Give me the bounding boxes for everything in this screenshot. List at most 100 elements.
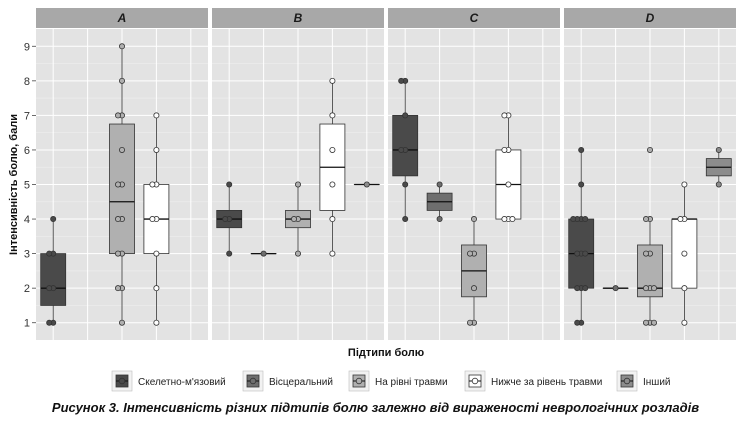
data-point	[119, 43, 126, 50]
legend-item-3: Нижче за рівень травми	[464, 370, 602, 392]
y-tick-label: 6	[24, 145, 30, 157]
box-B-4	[353, 181, 380, 188]
data-point	[153, 146, 160, 153]
box-B-2	[285, 181, 311, 257]
data-point	[715, 181, 722, 188]
data-point	[681, 285, 688, 292]
data-point	[582, 216, 589, 223]
data-point	[466, 319, 473, 326]
data-point	[153, 250, 160, 257]
data-point	[149, 216, 156, 223]
data-point	[570, 216, 577, 223]
data-point	[402, 112, 409, 119]
data-point	[149, 181, 156, 188]
data-point	[643, 216, 650, 223]
legend-item-0: Скелетно-м'язовий	[111, 370, 226, 392]
data-point	[153, 319, 160, 326]
legend-key-point	[355, 377, 363, 385]
y-tick-label: 5	[24, 180, 30, 192]
data-point	[681, 250, 688, 257]
data-point	[578, 146, 585, 153]
data-point	[222, 216, 229, 223]
box-D-0	[568, 146, 595, 326]
data-point	[119, 146, 126, 153]
y-tick-label: 7	[24, 110, 30, 122]
data-point	[677, 216, 684, 223]
data-point	[574, 319, 581, 326]
data-point	[681, 181, 688, 188]
figure-caption: Рисунок 3. Інтенсивність різних підтипів…	[51, 400, 700, 415]
data-point	[470, 285, 477, 292]
data-point	[115, 112, 122, 119]
box-body	[109, 123, 135, 255]
data-point	[329, 77, 336, 84]
data-point	[470, 216, 477, 223]
facet-label: D	[646, 11, 655, 25]
data-point	[226, 250, 233, 257]
data-point	[612, 285, 619, 292]
data-point	[578, 181, 585, 188]
data-point	[402, 216, 409, 223]
y-tick-label: 1	[24, 318, 30, 330]
facet-strip	[388, 8, 560, 28]
legend-label: Вісцеральний	[269, 377, 333, 388]
legend-key-point	[118, 377, 126, 385]
y-axis-title: Інтенсивність болю, бали	[8, 114, 20, 255]
box-B-3	[319, 77, 346, 257]
y-tick-label: 4	[24, 214, 30, 226]
data-point	[715, 146, 722, 153]
box-body	[40, 253, 67, 306]
data-point	[436, 216, 443, 223]
data-point	[115, 216, 122, 223]
legend-key-point	[249, 377, 257, 385]
data-point	[329, 146, 336, 153]
y-tick-label: 8	[24, 76, 30, 88]
box-C-0	[392, 77, 419, 223]
y-tick-label: 3	[24, 249, 30, 261]
data-point	[436, 181, 443, 188]
data-point	[582, 250, 589, 257]
data-point	[50, 216, 57, 223]
data-point	[294, 181, 301, 188]
data-point	[501, 146, 508, 153]
facet-label: C	[470, 11, 479, 25]
box-A-0	[40, 216, 67, 326]
data-point	[643, 250, 650, 257]
box-A-2	[109, 43, 135, 326]
data-point	[651, 319, 658, 326]
facet-panel-A: A	[36, 8, 208, 340]
data-point	[574, 250, 581, 257]
legend-label: На рівні травми	[375, 377, 448, 388]
data-point	[115, 285, 122, 292]
facet-panel-D: D	[564, 8, 736, 340]
legend-item-2: На рівні травми	[348, 370, 448, 392]
data-point	[46, 319, 53, 326]
data-point	[260, 250, 267, 257]
data-point	[647, 146, 654, 153]
facet-label: B	[294, 11, 303, 25]
data-point	[505, 181, 512, 188]
legend-label: Інший	[643, 377, 671, 388]
box-C-1	[426, 181, 453, 223]
data-point	[115, 181, 122, 188]
data-point	[509, 216, 516, 223]
data-point	[651, 285, 658, 292]
legend-label: Нижче за рівень травми	[491, 377, 602, 388]
data-point	[294, 250, 301, 257]
data-point	[226, 181, 233, 188]
box-D-1	[602, 285, 629, 292]
data-point	[363, 181, 370, 188]
box-A-3	[143, 112, 170, 326]
box-D-4	[705, 146, 732, 188]
facet-strip	[36, 8, 208, 28]
data-point	[574, 285, 581, 292]
box-body	[392, 114, 419, 177]
facet-panel-C: C	[388, 8, 560, 340]
data-point	[501, 112, 508, 119]
data-point	[119, 319, 126, 326]
x-axis-title: Підтипи болю	[348, 347, 424, 359]
data-point	[398, 146, 405, 153]
box-D-2	[637, 146, 663, 326]
data-point	[643, 319, 650, 326]
data-point	[46, 250, 53, 257]
